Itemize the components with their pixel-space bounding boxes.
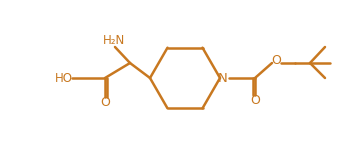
Text: O: O bbox=[271, 53, 281, 66]
Text: O: O bbox=[100, 97, 110, 109]
Text: N: N bbox=[218, 71, 228, 84]
Text: H₂N: H₂N bbox=[103, 33, 125, 46]
Text: O: O bbox=[250, 95, 260, 108]
Text: HO: HO bbox=[55, 71, 73, 84]
